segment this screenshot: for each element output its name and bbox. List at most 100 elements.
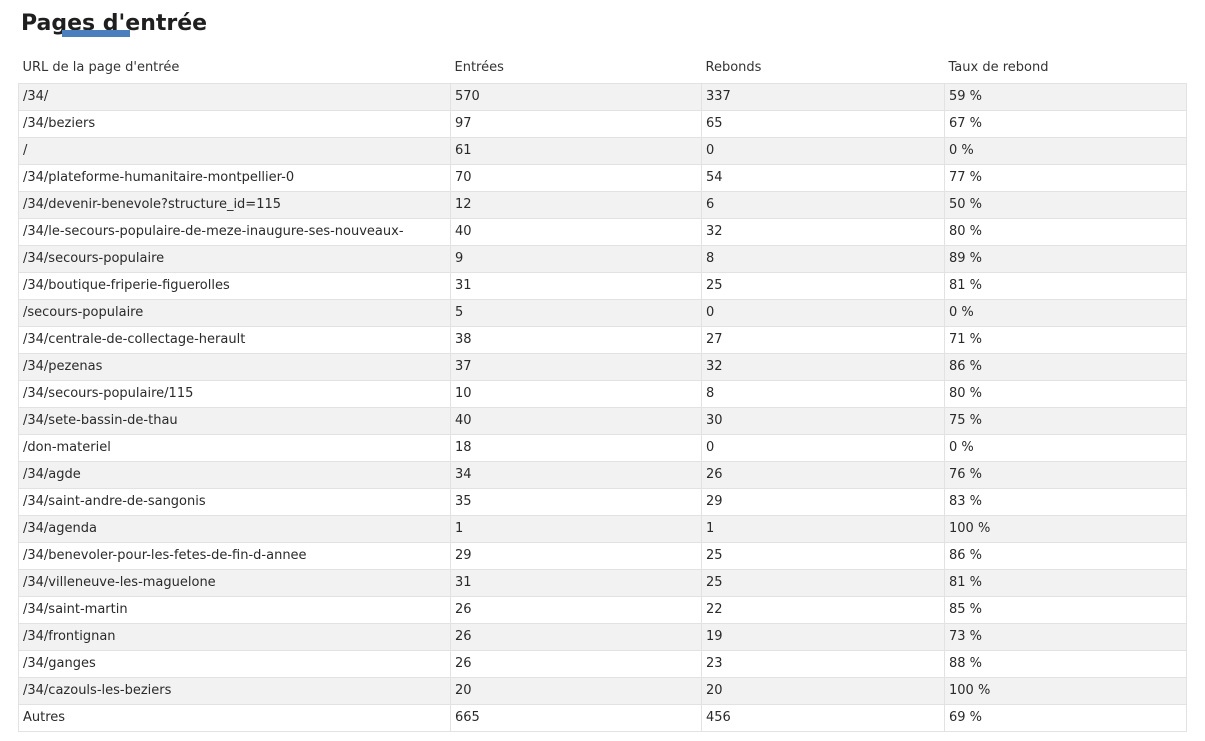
table-row[interactable]: /34/agenda 1 1 100 % (18, 515, 1187, 543)
column-header-bounces[interactable]: Rebonds (705, 60, 762, 75)
bounce-rate-cell: 86 % (944, 542, 1187, 570)
bounces-cell: 32 (701, 353, 945, 381)
entries-cell: 665 (450, 704, 702, 732)
table-row[interactable]: /34/saint-andre-de-sangonis 35 29 83 % (18, 488, 1187, 516)
url-cell: /secours-populaire (18, 299, 451, 327)
entries-cell: 31 (450, 569, 702, 597)
entries-cell: 26 (450, 596, 702, 624)
bounces-cell: 8 (701, 380, 945, 408)
entries-cell: 9 (450, 245, 702, 273)
table-row[interactable]: Autres 665 456 69 % (18, 704, 1187, 732)
bounces-cell: 8 (701, 245, 945, 273)
bounces-cell: 32 (701, 218, 945, 246)
url-cell: /34/cazouls-les-beziers (18, 677, 451, 705)
bounces-cell: 0 (701, 299, 945, 327)
bounces-cell: 29 (701, 488, 945, 516)
table-row[interactable]: /34/boutique-friperie-figuerolles 31 25 81 … (18, 272, 1187, 300)
bounces-cell: 0 (701, 137, 945, 165)
column-header-bounce-rate[interactable]: Taux de rebond (948, 60, 1049, 75)
table-row[interactable]: /34/secours-populaire 9 8 89 % (18, 245, 1187, 273)
bounces-cell: 25 (701, 272, 945, 300)
bounces-cell: 6 (701, 191, 945, 219)
url-cell: /34/saint-martin (18, 596, 451, 624)
url-cell: /34/benevoler-pour-les-fetes-de-fin-d-an… (18, 542, 451, 570)
table-row[interactable]: /34/villeneuve-les-maguelone 31 25 81 % (18, 569, 1187, 597)
bounce-rate-cell: 71 % (944, 326, 1187, 354)
url-cell: /34/saint-andre-de-sangonis (18, 488, 451, 516)
bounces-cell: 19 (701, 623, 945, 651)
table-row[interactable]: /34/beziers 97 65 67 % (18, 110, 1187, 138)
bounce-rate-cell: 88 % (944, 650, 1187, 678)
table-row[interactable]: /61 0 0 % (18, 137, 1187, 165)
column-header-entries[interactable]: Entrées (454, 60, 504, 75)
table-row[interactable]: /secours-populaire 5 0 0 % (18, 299, 1187, 327)
entries-cell: 29 (450, 542, 702, 570)
bounce-rate-cell: 0 % (944, 137, 1187, 165)
bounces-cell: 30 (701, 407, 945, 435)
bounce-rate-cell: 50 % (944, 191, 1187, 219)
bounces-cell: 25 (701, 542, 945, 570)
url-cell: / (18, 137, 451, 165)
bounces-cell: 26 (701, 461, 945, 489)
table-header-row: URL de la page d'entrée Entrées Rebonds … (19, 54, 1187, 84)
page-title: Pages d'entrée (21, 11, 208, 36)
table-row[interactable]: /34/benevoler-pour-les-fetes-de-fin-d-an… (18, 542, 1187, 570)
bounces-cell: 22 (701, 596, 945, 624)
entries-cell: 38 (450, 326, 702, 354)
column-header-entry-url[interactable]: URL de la page d'entrée (22, 60, 180, 75)
url-cell: /34/boutique-friperie-figuerolles (18, 272, 451, 300)
entries-cell: 70 (450, 164, 702, 192)
url-cell: /34/devenir-benevole?structure_id=115 (18, 191, 451, 219)
table-row[interactable]: /34/ganges 26 23 88 % (18, 650, 1187, 678)
table-row[interactable]: /34/plateforme-humanitaire-montpellier-0… (18, 164, 1187, 192)
entries-cell: 40 (450, 218, 702, 246)
bounces-cell: 20 (701, 677, 945, 705)
entries-cell: 26 (450, 623, 702, 651)
bounce-rate-cell: 80 % (944, 218, 1187, 246)
url-cell: /34/plateforme-humanitaire-montpellier-0 (18, 164, 451, 192)
entries-cell: 97 (450, 110, 702, 138)
table-row[interactable]: /34/centrale-de-collectage-herault 38 27 71… (18, 326, 1187, 354)
url-cell: Autres (18, 704, 451, 732)
partially-visible-blue-element[interactable] (62, 30, 130, 37)
table-row[interactable]: /34/devenir-benevole?structure_id=115 12 6… (18, 191, 1187, 219)
url-cell: /34/ganges (18, 650, 451, 678)
entries-cell: 31 (450, 272, 702, 300)
entries-cell: 20 (450, 677, 702, 705)
entries-cell: 5 (450, 299, 702, 327)
entries-cell: 26 (450, 650, 702, 678)
url-cell: /don-materiel (18, 434, 451, 462)
table-row[interactable]: /34/agde 34 26 76 % (18, 461, 1187, 489)
table-row[interactable]: /34/saint-martin 26 22 85 % (18, 596, 1187, 624)
entries-cell: 37 (450, 353, 702, 381)
table-row[interactable]: /34/570 337 59 % (18, 83, 1187, 111)
bounce-rate-cell: 0 % (944, 299, 1187, 327)
url-cell: /34/ (18, 83, 451, 111)
table-row[interactable]: /34/cazouls-les-beziers 20 20 100 % (18, 677, 1187, 705)
bounce-rate-cell: 83 % (944, 488, 1187, 516)
entries-cell: 12 (450, 191, 702, 219)
table-row[interactable]: /34/secours-populaire/115 10 8 80 % (18, 380, 1187, 408)
bounce-rate-cell: 81 % (944, 569, 1187, 597)
url-cell: /34/centrale-de-collectage-herault (18, 326, 451, 354)
bounces-cell: 0 (701, 434, 945, 462)
entries-cell: 1 (450, 515, 702, 543)
bounce-rate-cell: 86 % (944, 353, 1187, 381)
url-cell: /34/secours-populaire/115 (18, 380, 451, 408)
url-cell: /34/villeneuve-les-maguelone (18, 569, 451, 597)
table-body: /34/570 337 59 %/34/beziers 97 65 67 %/61 0 0 %… (18, 83, 1187, 732)
table-row[interactable]: /34/pezenas 37 32 86 % (18, 353, 1187, 381)
entry-pages-table: URL de la page d'entrée Entrées Rebonds … (18, 54, 1187, 732)
table-row[interactable]: /34/le-secours-populaire-de-meze-inaugur… (18, 218, 1187, 246)
table-row[interactable]: /34/frontignan 26 19 73 % (18, 623, 1187, 651)
url-cell: /34/agenda (18, 515, 451, 543)
entries-cell: 10 (450, 380, 702, 408)
bounces-cell: 456 (701, 704, 945, 732)
entries-cell: 570 (450, 83, 702, 111)
bounce-rate-cell: 89 % (944, 245, 1187, 273)
table-row[interactable]: /34/sete-bassin-de-thau 40 30 75 % (18, 407, 1187, 435)
entries-cell: 18 (450, 434, 702, 462)
bounce-rate-cell: 85 % (944, 596, 1187, 624)
bounce-rate-cell: 59 % (944, 83, 1187, 111)
table-row[interactable]: /don-materiel 18 0 0 % (18, 434, 1187, 462)
